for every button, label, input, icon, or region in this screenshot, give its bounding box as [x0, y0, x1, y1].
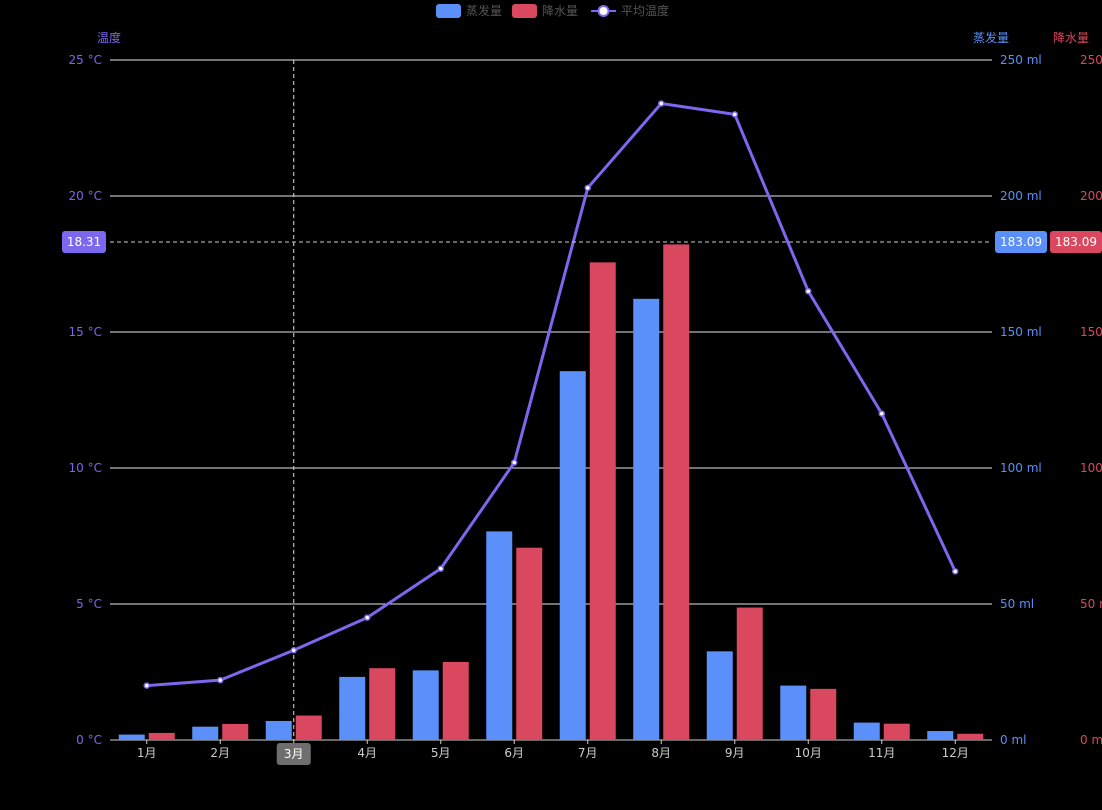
bar-precipitation[interactable]: [736, 607, 763, 740]
bar-evaporation[interactable]: [486, 531, 513, 740]
temperature-point[interactable]: [952, 568, 959, 575]
y-left-tick-label: 10 °C: [69, 461, 102, 475]
y-right2-axis-title: 降水量: [1053, 31, 1089, 45]
y-right2-tick-label: 200 ml: [1080, 189, 1102, 203]
bar-evaporation[interactable]: [927, 731, 954, 740]
x-tick-label: 4月: [357, 746, 377, 760]
y-right1-tick-label: 50 ml: [1000, 597, 1034, 611]
y-right1-tick-label: 100 ml: [1000, 461, 1042, 475]
temperature-point[interactable]: [511, 459, 518, 466]
temperature-point[interactable]: [217, 676, 224, 684]
x-tick-label: 9月: [725, 746, 745, 760]
legend-label: 降水量: [542, 4, 578, 18]
bar-precipitation[interactable]: [957, 733, 984, 740]
bar-evaporation[interactable]: [780, 685, 807, 740]
temperature-point[interactable]: [143, 682, 150, 689]
x-tick-label: 3月: [284, 747, 304, 761]
x-tick-label: 2月: [210, 746, 230, 760]
bar-precipitation[interactable]: [148, 732, 175, 740]
axis-pointer-right2-label: 183.09: [1055, 235, 1097, 249]
bar-precipitation[interactable]: [369, 668, 396, 740]
axis-pointer-right1-label: 183.09: [1000, 235, 1042, 249]
bar-precipitation[interactable]: [589, 262, 616, 740]
y-left-tick-label: 0 °C: [76, 733, 102, 747]
temperature-point[interactable]: [878, 410, 885, 417]
y-right1-tick-label: 0 ml: [1000, 733, 1026, 747]
bar-precipitation[interactable]: [222, 723, 249, 740]
y-left-tick-label: 15 °C: [69, 325, 102, 339]
y-left-axis-title: 温度: [97, 30, 121, 45]
bar-precipitation[interactable]: [883, 723, 910, 740]
bar-precipitation[interactable]: [516, 547, 543, 740]
y-left-tick-label: 5 °C: [76, 597, 102, 611]
legend-swatch-1[interactable]: [512, 4, 537, 18]
y-left-tick-label: 25 °C: [69, 53, 102, 67]
axis-pointer-left-box: [62, 230, 106, 253]
temperature-line: [146, 102, 957, 688]
x-tick-label: 1月: [137, 746, 157, 760]
temperature-point[interactable]: [805, 287, 812, 295]
bar-evaporation[interactable]: [412, 670, 439, 740]
x-tick-label: 8月: [651, 746, 671, 760]
x-tick-label: 10月: [795, 746, 822, 760]
y-right1-axis-title: 蒸发量: [973, 30, 1009, 45]
bar-evaporation[interactable]: [265, 720, 292, 740]
temperature-point[interactable]: [290, 646, 297, 654]
temperature-point[interactable]: [584, 184, 591, 192]
bar-precipitation[interactable]: [663, 244, 690, 740]
temperature-point[interactable]: [658, 100, 665, 107]
bar-evaporation[interactable]: [118, 734, 145, 740]
temperature-point[interactable]: [364, 614, 371, 621]
legend-label: 蒸发量: [466, 3, 502, 18]
axis-pointer-right2-box: [1050, 230, 1102, 253]
x-tick-label: 6月: [504, 746, 524, 760]
y-right2-tick-label: 250: [1080, 53, 1102, 67]
temperature-point[interactable]: [437, 565, 444, 572]
y-right2-tick-label: 50 ml: [1080, 597, 1102, 611]
bar-evaporation[interactable]: [706, 651, 733, 740]
y-right2-tick-label: 100 ml: [1080, 461, 1102, 475]
x-tick-label: 11月: [868, 746, 895, 760]
y-right1-tick-label: 150 ml: [1000, 325, 1042, 339]
legend-swatch-marker: [597, 5, 610, 17]
bar-evaporation[interactable]: [559, 371, 586, 740]
y-right1-tick-label: 250 ml: [1000, 53, 1042, 67]
y-right1-tick-label: 200 ml: [1000, 189, 1042, 203]
legend-swatch-0[interactable]: [436, 4, 461, 18]
bar-evaporation[interactable]: [339, 676, 366, 740]
bar-precipitation[interactable]: [810, 688, 837, 740]
bar-precipitation[interactable]: [295, 715, 322, 740]
y-left-tick-label: 20 °C: [69, 189, 102, 203]
y-right2-tick-label: 150 ml: [1080, 325, 1102, 339]
temperature-point[interactable]: [731, 111, 738, 118]
bar-evaporation[interactable]: [853, 722, 880, 740]
bar-evaporation[interactable]: [633, 298, 660, 740]
x-tick-label: 7月: [578, 746, 598, 760]
axis-pointer-right1-box: [995, 230, 1047, 253]
axis-pointer-x-label-box: [276, 743, 311, 765]
legend-label: 平均温度: [621, 3, 669, 18]
y-right2-tick-label: 0 ml: [1080, 733, 1102, 747]
x-tick-label: 12月: [942, 746, 969, 760]
x-tick-label: 5月: [431, 746, 451, 760]
bar-precipitation[interactable]: [442, 661, 469, 740]
bar-evaporation[interactable]: [192, 726, 219, 740]
axis-pointer-left-label: 18.31: [67, 235, 101, 249]
